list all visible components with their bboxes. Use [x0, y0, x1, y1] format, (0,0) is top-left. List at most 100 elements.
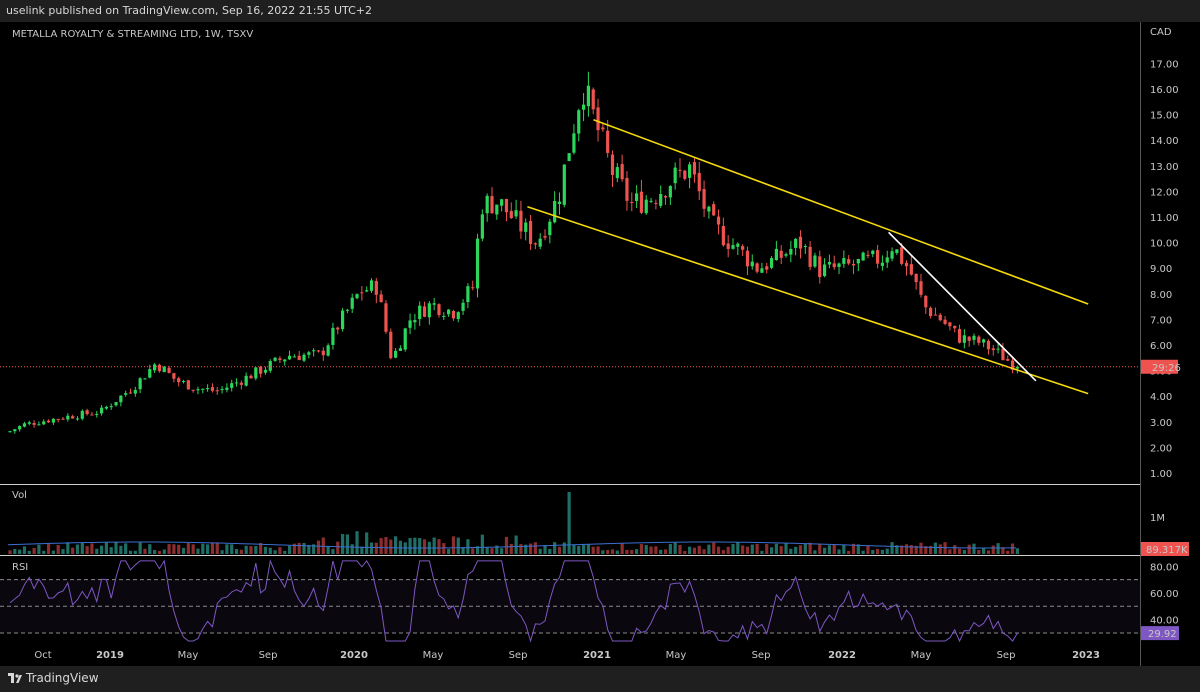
volume-bar — [587, 544, 590, 554]
candle-body — [307, 352, 310, 355]
candle-body — [182, 381, 185, 382]
candle-body — [66, 416, 69, 420]
candle-body — [963, 335, 966, 342]
volume-bar — [558, 547, 561, 554]
candle-body — [702, 189, 705, 209]
candle-body — [625, 178, 628, 201]
candle-body — [249, 376, 252, 379]
candle-body — [789, 249, 792, 255]
volume-bar — [211, 543, 214, 554]
candle-body — [442, 316, 445, 317]
trendline-channel-top — [593, 120, 1088, 304]
candle-body — [283, 360, 286, 362]
candle-body — [471, 287, 474, 288]
volume-bar — [139, 543, 142, 554]
candle-body — [404, 328, 407, 349]
volume-bar — [452, 536, 455, 554]
candle-body — [124, 393, 127, 395]
candle-body — [447, 310, 450, 315]
volume-bar — [375, 543, 378, 554]
candle-body — [399, 348, 402, 351]
volume-bar — [481, 535, 484, 554]
candle-body — [756, 263, 759, 271]
rsi-label: RSI — [12, 562, 28, 573]
time-tick-label: 2022 — [828, 650, 856, 661]
candle-body — [770, 258, 773, 268]
volume-bar — [317, 541, 320, 554]
candle-body — [698, 173, 701, 191]
candle-body — [577, 110, 580, 133]
price-chart[interactable]: 17.00 16.00 15.00 14.00 13.00 12.00 11.00 10.00… — [0, 22, 1200, 666]
volume-bar — [1006, 551, 1009, 554]
candle-body — [929, 308, 932, 316]
volume-bar — [119, 546, 122, 554]
price-tick-label: 3.00 — [1150, 418, 1172, 429]
volume-bar — [905, 544, 908, 554]
volume-bar — [876, 549, 879, 554]
volume-bar — [833, 544, 836, 554]
volume-bar — [698, 546, 701, 554]
candle-body — [119, 396, 122, 403]
volume-bar — [490, 548, 493, 554]
volume-bar — [201, 544, 204, 554]
candle-body — [153, 364, 156, 370]
volume-bar — [606, 550, 609, 554]
price-tick-label: 6.00 — [1150, 341, 1172, 352]
volume-bar — [770, 547, 773, 554]
volume-bar — [963, 550, 966, 554]
volume-bar — [71, 548, 74, 554]
volume-bar — [240, 550, 243, 554]
volume-bar — [124, 543, 127, 554]
volume-bar — [640, 544, 643, 554]
candle-body — [110, 406, 113, 407]
candle-body — [206, 388, 209, 389]
volume-bar — [13, 549, 16, 554]
volume-bar — [596, 546, 599, 554]
candle-body — [915, 274, 918, 282]
candle-body — [211, 387, 214, 391]
volume-bar — [95, 549, 98, 554]
candle-body — [327, 345, 330, 355]
volume-bar — [100, 546, 103, 554]
price-tick-label: 11.00 — [1150, 213, 1179, 224]
volume-bar — [380, 538, 383, 554]
candle-body — [582, 105, 585, 110]
volume-bar — [693, 548, 696, 554]
volume-bar — [245, 546, 248, 554]
volume-bar — [351, 544, 354, 554]
time-tick-label: Sep — [509, 650, 528, 661]
candle-body — [519, 211, 522, 232]
volume-bar — [389, 540, 392, 554]
candle-body — [548, 222, 551, 235]
volume-bar — [447, 549, 450, 554]
candle-body — [987, 341, 990, 349]
candle-body — [1001, 349, 1004, 361]
candle-body — [384, 303, 387, 331]
volume-bar — [105, 542, 108, 554]
candle-body — [943, 320, 946, 324]
rsi-last-label: 29.92 — [1148, 629, 1177, 640]
candle-body — [905, 263, 908, 267]
candle-body — [457, 312, 460, 319]
candle-body — [394, 351, 397, 358]
volume-bar — [457, 538, 460, 554]
candle-body — [972, 336, 975, 340]
candle-body — [177, 378, 180, 382]
volume-bar — [346, 534, 349, 554]
volume-bar — [148, 544, 151, 554]
candle-body — [669, 186, 672, 197]
candle-body — [163, 367, 166, 372]
candle-body — [818, 256, 821, 277]
volume-bar — [153, 550, 156, 554]
candle-body — [418, 306, 421, 319]
candle-body — [167, 368, 170, 373]
candle-body — [630, 202, 633, 203]
candle-body — [408, 320, 411, 327]
volume-bar — [341, 534, 344, 554]
volume-bar — [52, 551, 55, 554]
volume-bar — [408, 538, 411, 554]
volume-bar — [543, 545, 546, 554]
volume-bar — [235, 549, 238, 554]
volume-bar — [992, 546, 995, 554]
volume-bar — [958, 549, 961, 554]
